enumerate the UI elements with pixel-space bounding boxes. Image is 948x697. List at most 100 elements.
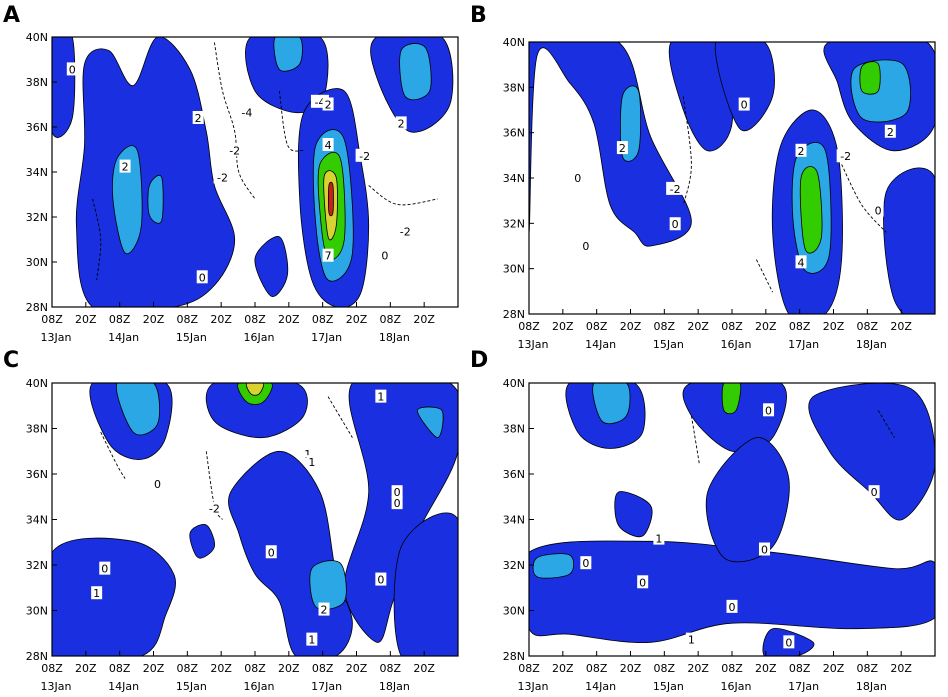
contour-label-bg [355, 148, 374, 162]
x-tick-label: 20Z [143, 662, 165, 675]
x-tick-label: 20Z [755, 320, 777, 333]
contour-label-bg [196, 270, 208, 284]
x-tick-label: 08Z [857, 662, 879, 675]
contour-label-bg [302, 446, 314, 460]
x-tick-label: 20Z [687, 320, 709, 333]
contour-label-bg [91, 586, 103, 600]
x-tick-label: 08Z [244, 313, 266, 326]
contour-label: 0 [574, 172, 581, 185]
contour-region-blue-0 [75, 37, 236, 307]
x-tick-label: 08Z [518, 320, 540, 333]
contour-label-bg [580, 239, 592, 252]
contour-label: 0 [761, 544, 768, 557]
y-tick-label: 32N [503, 217, 525, 230]
panel-letter-A: A [3, 3, 20, 28]
x-tick-label: 08Z [244, 662, 266, 675]
x-tick-label: 20Z [75, 313, 97, 326]
y-tick-label: 34N [26, 166, 48, 179]
y-tick-label: 36N [503, 468, 525, 481]
contour-label: 2 [619, 142, 626, 155]
contour-label-bg [763, 403, 775, 417]
contour-field [52, 37, 454, 307]
y-tick-label: 40N [26, 31, 48, 44]
x-tick-label: 20Z [413, 313, 435, 326]
contour-label: 0 [199, 271, 206, 284]
x-tick-label: 08Z [41, 313, 63, 326]
contour-region-light-3 [399, 43, 432, 101]
x-tick-label: 08Z [586, 320, 608, 333]
panel-letter-D: D [470, 348, 488, 373]
x-tick-label: 08Z [41, 662, 63, 675]
contour-label-bg [783, 635, 795, 649]
panel-A: A02-2-2-4-424-27-2020240N38N36N34N32N30N… [3, 3, 459, 344]
date-label: 14Jan [585, 680, 616, 693]
y-tick-label: 36N [26, 468, 48, 481]
contour-region-green-1 [859, 61, 881, 95]
contour-region-light-1 [273, 37, 303, 72]
contour-label: 0 [101, 563, 108, 576]
contour-label-bg [375, 572, 387, 586]
contour-label-bg [205, 501, 224, 515]
contour-label: 0 [69, 63, 76, 76]
contour-label-bg [868, 485, 880, 499]
contour-label-bg [318, 602, 330, 616]
contour-region-light-2 [850, 59, 911, 123]
contour-label-bg [616, 141, 628, 155]
negative-contour-line-1 [877, 410, 895, 438]
contour-label-bg [152, 477, 164, 491]
x-tick-label: 08Z [654, 662, 676, 675]
negative-contour-line-1 [841, 164, 887, 233]
contour-region-green-0 [721, 383, 742, 415]
y-tick-label: 32N [26, 559, 48, 572]
contour-region-blue-3 [705, 437, 790, 563]
date-label: 15Jan [176, 680, 207, 693]
x-tick-label: 20Z [278, 313, 300, 326]
x-tick-label: 20Z [75, 662, 97, 675]
x-tick-label: 08Z [857, 320, 879, 333]
contour-label-bg [391, 485, 403, 499]
x-tick-label: 08Z [380, 662, 402, 675]
x-tick-label: 08Z [312, 662, 334, 675]
contour-region-blue-0 [529, 42, 692, 247]
contour-region-blue-1 [254, 236, 289, 297]
contour-label: 2 [798, 145, 805, 158]
y-tick-label: 36N [503, 127, 525, 140]
contour-label-bg [836, 149, 855, 163]
contour-label: 1 [688, 634, 695, 647]
contour-label-bg [738, 97, 750, 111]
contour-region-light-1 [309, 560, 347, 610]
contour-label: 1 [655, 533, 662, 546]
contour-label-bg [322, 97, 334, 111]
x-tick-label: 08Z [789, 662, 811, 675]
date-label: 14Jan [585, 338, 616, 351]
contour-region-blue-5 [393, 512, 458, 656]
x-tick-label: 08Z [177, 662, 199, 675]
contour-label: -2 [229, 144, 240, 157]
contour-region-blue-5 [52, 37, 76, 138]
y-tick-label: 34N [503, 514, 525, 527]
contour-label-bg [572, 171, 584, 184]
x-tick-label: 20Z [890, 320, 912, 333]
y-tick-label: 38N [26, 76, 48, 89]
x-tick-label: 08Z [312, 313, 334, 326]
contour-label: -2 [359, 150, 370, 163]
contour-region-light-0 [116, 383, 160, 436]
contour-label: 2 [321, 604, 328, 617]
x-tick-label: 20Z [620, 320, 642, 333]
y-tick-label: 40N [26, 377, 48, 390]
contour-label: 0 [871, 486, 878, 499]
contour-label: 0 [582, 240, 589, 253]
panel-letter-C: C [3, 348, 19, 373]
negative-contour-line-2 [327, 396, 353, 438]
x-tick-label: 20Z [620, 662, 642, 675]
contour-label: 2 [122, 161, 129, 174]
x-tick-label: 08Z [109, 313, 131, 326]
contour-label-bg [391, 496, 403, 510]
contour-label-bg [375, 389, 387, 403]
x-tick-label: 20Z [346, 662, 368, 675]
contour-label-bg [795, 143, 807, 157]
x-tick-label: 20Z [413, 662, 435, 675]
date-label: 13Jan [518, 338, 549, 351]
